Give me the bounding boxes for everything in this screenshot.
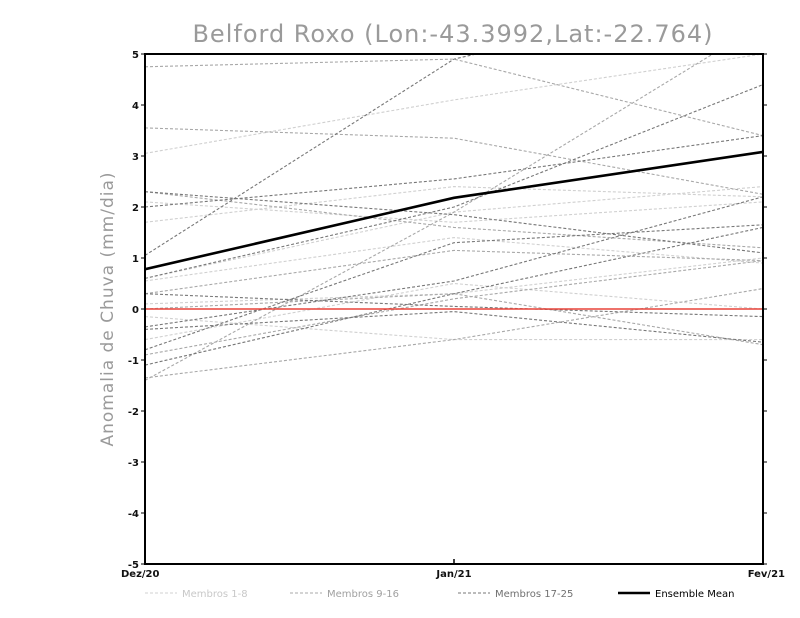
series-line-member-9	[145, 127, 763, 195]
legend: Membros 1-8 Membros 9-16 Membros 17-25 Ense…	[145, 589, 734, 600]
series-line-member-13	[145, 249, 763, 295]
series-line-ensemble-mean	[145, 150, 763, 271]
series-line-member-10	[145, 58, 763, 137]
legend-label: Membros 1-8	[182, 589, 248, 600]
series-line-member-1	[145, 54, 763, 154]
y-tick-label: -2	[128, 407, 139, 418]
y-tick-label: 4	[132, 101, 139, 112]
x-tick-label: Fev/21	[748, 569, 785, 580]
series-line-member-15	[145, 191, 763, 249]
series-line-member-4	[145, 257, 763, 305]
series-line-member-3	[145, 186, 763, 279]
series-line-member-24	[145, 191, 763, 254]
series-line-member-7	[145, 201, 763, 223]
series-line-member-18	[145, 54, 479, 256]
legend-label: Ensemble Mean	[655, 589, 734, 600]
x-tick-label: Jan/21	[435, 569, 471, 580]
series-line-member-2	[145, 186, 763, 223]
y-tick-label: -1	[128, 356, 139, 367]
series-line-member-6	[145, 237, 763, 282]
series-line-member-12	[145, 260, 763, 356]
y-tick-label: 0	[132, 305, 139, 316]
series-line-member-14	[145, 54, 714, 381]
series-line-member-25	[145, 196, 763, 328]
series-line-member-17	[145, 135, 763, 208]
y-tick-label: -5	[128, 560, 139, 571]
chart-title: Belford Roxo (Lon:-43.3992,Lat:-22.764)	[192, 20, 713, 48]
series-line-member-19	[145, 224, 763, 351]
plot-area	[145, 54, 763, 381]
legend-label: Membros 17-25	[495, 589, 573, 600]
y-tick-label: 1	[132, 254, 139, 265]
legend-label: Membros 9-16	[327, 589, 399, 600]
series-line-member-11	[145, 288, 763, 379]
x-tick-label: Dez/20	[121, 569, 160, 580]
series-line-member-23	[145, 84, 763, 279]
series-line-member-22	[145, 311, 763, 343]
series-line-member-8	[145, 282, 763, 341]
series-line-member-5	[145, 316, 763, 341]
y-axis-label: Anomalia de Chuva (mm/dia)	[98, 171, 118, 446]
y-tick-label: -3	[128, 458, 139, 469]
series-line-member-20	[145, 293, 763, 318]
y-tick-label: 2	[132, 203, 139, 214]
y-tick-label: 3	[132, 152, 139, 163]
y-tick-label: -4	[128, 509, 139, 520]
y-tick-label: 5	[132, 50, 139, 61]
series-line-member-21	[145, 226, 763, 366]
